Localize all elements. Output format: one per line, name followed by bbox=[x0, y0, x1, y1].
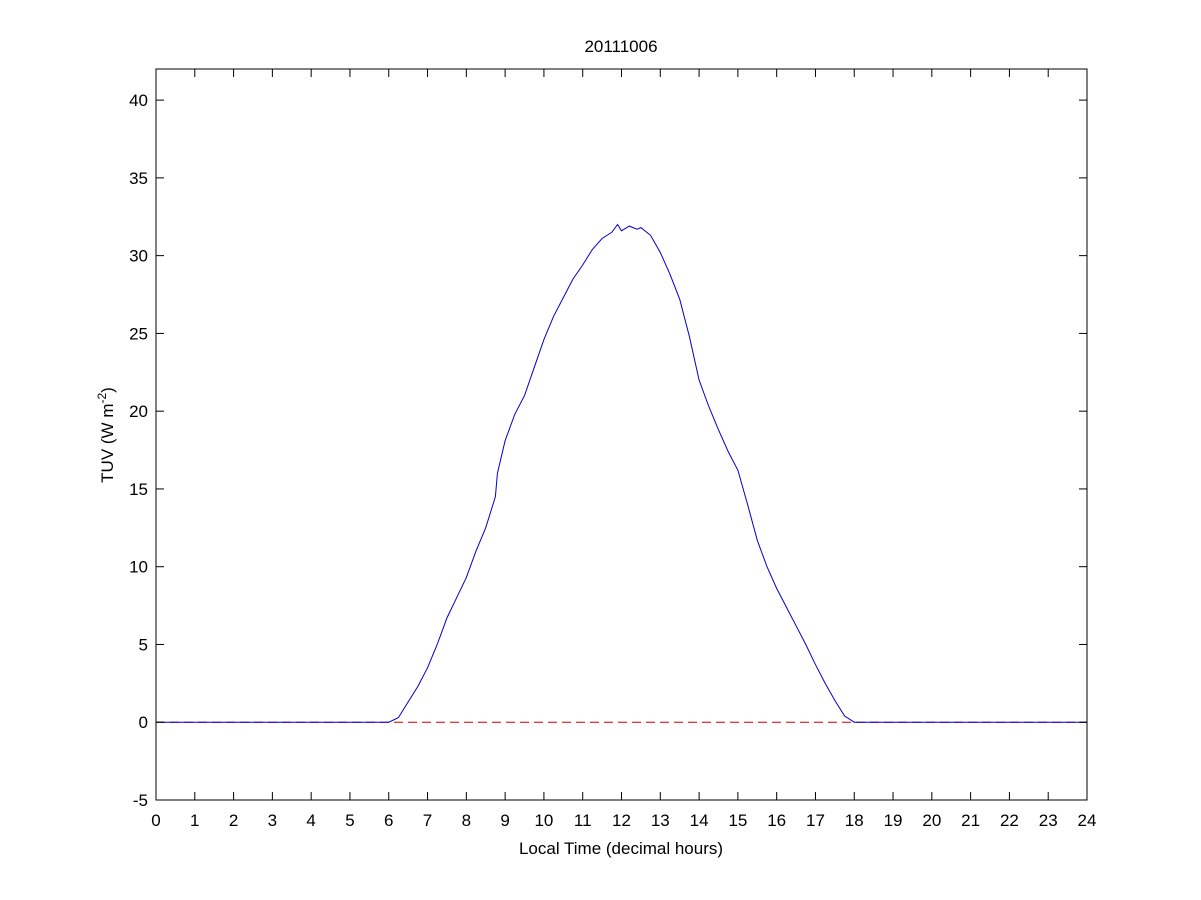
x-axis-label: Local Time (decimal hours) bbox=[519, 839, 723, 858]
y-tick-label: 5 bbox=[139, 635, 148, 654]
x-tick-label: 24 bbox=[1078, 811, 1097, 830]
x-tick-label: 18 bbox=[845, 811, 864, 830]
x-tick-label: 5 bbox=[345, 811, 354, 830]
y-tick-label: 20 bbox=[129, 402, 148, 421]
y-tick-label: 35 bbox=[129, 169, 148, 188]
y-axis-label-suffix: ) bbox=[98, 387, 117, 393]
y-axis-label-main: TUV (W m bbox=[98, 404, 117, 483]
x-tick-label: 13 bbox=[651, 811, 670, 830]
x-tick-label: 23 bbox=[1039, 811, 1058, 830]
x-tick-label: 4 bbox=[306, 811, 315, 830]
y-tick-label: 15 bbox=[129, 480, 148, 499]
x-tick-label: 3 bbox=[268, 811, 277, 830]
x-tick-label: 1 bbox=[190, 811, 199, 830]
x-tick-label: 10 bbox=[534, 811, 553, 830]
x-tick-label: 17 bbox=[806, 811, 825, 830]
y-tick-label: 0 bbox=[139, 713, 148, 732]
y-axis-label: TUV (W m-2) bbox=[95, 387, 117, 483]
x-tick-label: 20 bbox=[922, 811, 941, 830]
x-tick-label: 8 bbox=[462, 811, 471, 830]
chart-title: 20111006 bbox=[584, 37, 657, 56]
x-tick-label: 7 bbox=[423, 811, 432, 830]
x-tick-label: 21 bbox=[961, 811, 980, 830]
x-tick-label: 16 bbox=[767, 811, 786, 830]
y-tick-label: 40 bbox=[129, 91, 148, 110]
x-tick-label: 22 bbox=[1000, 811, 1019, 830]
y-axis-label-superscript: -2 bbox=[95, 393, 109, 404]
x-tick-label: 19 bbox=[884, 811, 903, 830]
x-tick-label: 14 bbox=[690, 811, 709, 830]
x-tick-label: 0 bbox=[151, 811, 160, 830]
x-tick-label: 12 bbox=[612, 811, 631, 830]
x-tick-label: 9 bbox=[500, 811, 509, 830]
x-tick-label: 11 bbox=[574, 811, 592, 830]
plot-area bbox=[155, 68, 1088, 801]
x-tick-label: 6 bbox=[384, 811, 393, 830]
series-line-0 bbox=[156, 223, 1087, 723]
y-tick-label: -5 bbox=[133, 791, 148, 810]
y-tick-label: 10 bbox=[129, 558, 148, 577]
y-tick-label: 30 bbox=[129, 247, 148, 266]
y-tick-label: 25 bbox=[129, 324, 148, 343]
x-tick-label: 2 bbox=[229, 811, 238, 830]
x-tick-label: 15 bbox=[728, 811, 747, 830]
